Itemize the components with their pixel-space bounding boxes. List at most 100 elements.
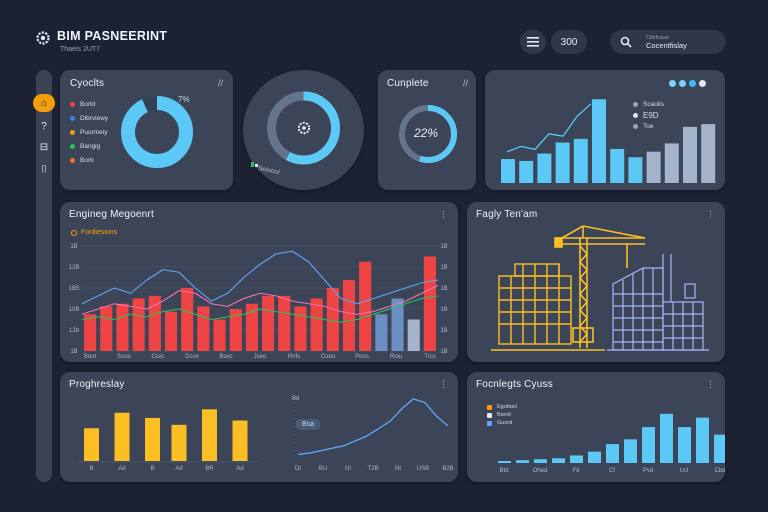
engineering-bar xyxy=(245,303,258,351)
legend-dot xyxy=(633,101,638,107)
x-tick-label: Btd xyxy=(499,468,508,474)
sidebar-item-home[interactable]: ⌂ xyxy=(33,94,55,112)
legend-label: Egottocl xyxy=(497,404,517,410)
donut-ring xyxy=(121,96,193,168)
engineering-chart: 1B 1B 12b 1B 10B 1B 1B5 1B 12B 1B 1B 1B Boot Soos Cisi… xyxy=(69,244,448,360)
progress-bar xyxy=(646,151,661,183)
x-tick-label: Ohed xyxy=(533,468,548,474)
engineering-bar xyxy=(164,311,178,351)
cycle-bar xyxy=(624,439,637,463)
x-tick-label: Cooo xyxy=(321,354,336,360)
engineering-bar xyxy=(407,319,420,351)
legend-dot xyxy=(70,129,75,135)
engineering-bar xyxy=(375,314,388,351)
x-tick-label: Ad xyxy=(118,466,125,472)
legend-label: Borb xyxy=(80,156,94,164)
progressing-card: Proghreslay ⋮ Bsa Bd B Ad B Ad BR Ad Dt BU Ul T2B… xyxy=(60,372,458,482)
engineering-bar xyxy=(84,314,97,351)
building-icon xyxy=(607,254,709,351)
counter-button[interactable]: 300 xyxy=(551,30,587,54)
y-tick-label: 12b xyxy=(69,328,80,334)
gauge-arc xyxy=(399,105,457,163)
app-subtitle: Thaeis 2UT7 xyxy=(60,46,101,53)
y-tick-label: 10B xyxy=(69,307,80,313)
engineering-bar xyxy=(132,298,145,351)
cycle-bar xyxy=(696,417,709,463)
card-menu-icon[interactable]: // xyxy=(462,78,468,88)
sidebar-item-help[interactable]: ? xyxy=(37,119,51,133)
legend-label: Bsnnl xyxy=(497,412,511,418)
help-icon: ? xyxy=(41,120,47,132)
cycle-bar xyxy=(570,455,583,463)
engineering-bar xyxy=(359,261,372,351)
legend-dot xyxy=(70,115,75,121)
cycle-bar xyxy=(588,451,601,463)
legend-label: Scaolis xyxy=(643,100,664,108)
y-tick-label: 1B xyxy=(70,349,77,355)
sidebar-item-document[interactable]: ⌷ xyxy=(37,162,51,176)
progressing-bar xyxy=(84,428,99,461)
gauge-card: Seiooul xyxy=(243,70,364,190)
complete-gauge xyxy=(399,105,457,163)
engineering-bar xyxy=(294,306,307,351)
x-tick-label: Ad xyxy=(175,466,182,472)
progress-bar xyxy=(628,157,643,183)
x-tick-label: B2B xyxy=(442,466,453,472)
y-tick-label: 1B5 xyxy=(69,286,80,292)
document-icon: ⌷ xyxy=(41,163,47,175)
progressing-bar xyxy=(114,412,130,461)
search-value: Cocentfislay xyxy=(646,41,687,50)
legend-dot xyxy=(487,404,492,410)
menu-button[interactable] xyxy=(520,30,546,54)
card-menu-icon[interactable]: ⋮ xyxy=(706,209,715,219)
x-tick-label: Trcs xyxy=(424,354,435,360)
x-tick-label: B xyxy=(150,466,154,472)
indicator-dot[interactable] xyxy=(689,80,696,87)
engineering-line xyxy=(81,250,439,305)
search-icon xyxy=(620,36,632,48)
sidebar-item-chat[interactable]: ⊟ xyxy=(37,140,51,154)
indicator-dot[interactable] xyxy=(699,80,706,87)
card-menu-icon[interactable]: // xyxy=(217,78,223,88)
card-title: Proghreslay xyxy=(69,379,125,390)
engineering-bar xyxy=(278,295,291,351)
x-tick-label: T2B xyxy=(367,466,378,472)
legend-label: Borld xyxy=(80,100,96,108)
legend-label: E9D xyxy=(643,110,659,120)
cycle-bar xyxy=(552,458,565,463)
crane-icon xyxy=(554,225,646,348)
progress-bar xyxy=(537,153,552,183)
cycle-bar xyxy=(516,460,529,463)
engineering-bar xyxy=(423,256,436,351)
building-icon xyxy=(491,263,605,351)
card-menu-icon[interactable]: ⋮ xyxy=(706,379,715,389)
engineering-line xyxy=(81,295,439,323)
x-tick-label: Fd xyxy=(572,468,579,474)
engineering-bar xyxy=(197,306,210,351)
engineering-bar xyxy=(262,295,275,351)
indicator-dot[interactable] xyxy=(669,80,676,87)
progressing-y-label: Bd xyxy=(292,396,300,402)
x-tick-label: Cbd xyxy=(714,468,725,474)
indicator-dot[interactable] xyxy=(679,80,686,87)
progress-chart xyxy=(501,99,716,183)
progress-bar xyxy=(701,124,716,183)
card-title: Fagly Ten'am xyxy=(476,209,538,220)
x-tick-label: Ad xyxy=(236,466,243,472)
progressing-bar xyxy=(232,420,248,461)
x-tick-label: Riou xyxy=(390,354,402,360)
progressing-bar xyxy=(145,417,160,461)
y-tick-label: 12B xyxy=(69,265,80,271)
engineering-bar xyxy=(148,295,161,351)
x-tick-label: Cf xyxy=(609,468,615,474)
x-tick-label: Boot xyxy=(84,354,97,360)
cycle-bar xyxy=(642,427,655,463)
complete-percent: 22% xyxy=(414,126,439,140)
x-tick-label: Cisic xyxy=(152,354,165,360)
x-tick-label: Dcox xyxy=(185,354,199,360)
card-menu-icon[interactable]: ⋮ xyxy=(439,209,448,219)
list-icon xyxy=(527,37,539,47)
legend-dot xyxy=(70,101,75,107)
card-menu-icon[interactable]: ⋮ xyxy=(439,379,448,389)
search-field[interactable]: Clibfcsud Cocentfislay xyxy=(610,30,726,54)
